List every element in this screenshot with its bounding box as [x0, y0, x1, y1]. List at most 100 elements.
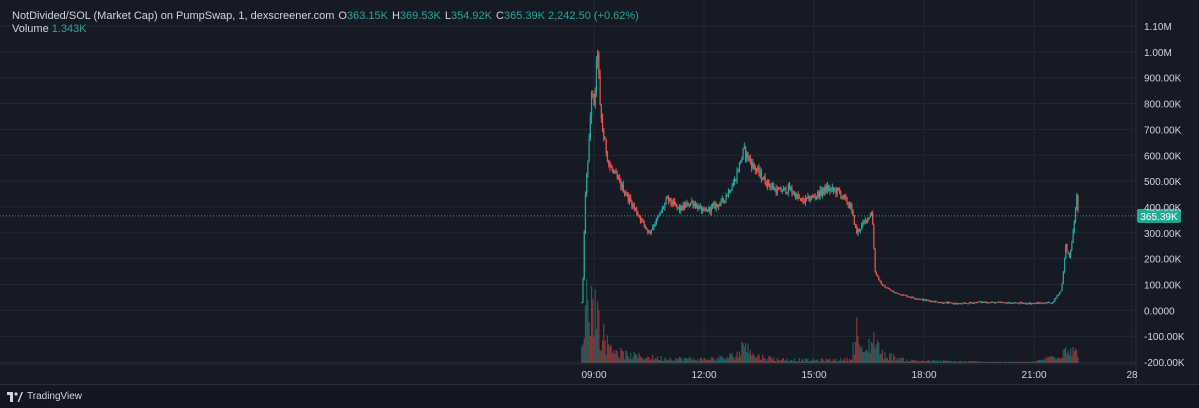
- volume-bar: [676, 359, 678, 363]
- volume-bar: [703, 358, 705, 363]
- volume-bar: [836, 361, 838, 363]
- candle-body: [687, 202, 689, 206]
- tradingview-logo-icon[interactable]: [7, 391, 23, 402]
- volume-bar: [945, 360, 947, 363]
- volume-bar: [746, 352, 748, 363]
- candle-body: [598, 53, 600, 75]
- candle-body: [797, 194, 799, 198]
- candle-body: [946, 302, 948, 304]
- last-price-line: 365.39K: [0, 208, 1181, 223]
- volume-bar: [625, 350, 627, 363]
- volume-bar: [700, 357, 703, 363]
- candle-body: [1050, 303, 1052, 305]
- candle-body: [714, 203, 716, 209]
- candle-body: [951, 302, 953, 304]
- candle-body: [930, 300, 932, 302]
- candle-body: [925, 299, 928, 301]
- volume-bar: [956, 361, 958, 363]
- volume-bar: [929, 361, 931, 363]
- volume-bar: [753, 355, 755, 363]
- candle-body: [830, 188, 832, 191]
- volume-bar: [806, 359, 808, 363]
- candle-body: [994, 302, 996, 304]
- candle-body: [967, 303, 969, 305]
- volume-bar: [744, 342, 747, 363]
- candle-body: [863, 221, 865, 223]
- time-axis[interactable]: 09:00 12:00 15:00 18:00 21:00 28: [581, 370, 1138, 381]
- volume-bar: [935, 361, 937, 363]
- candle-body: [656, 217, 659, 219]
- candle-body: [766, 180, 769, 186]
- volume-bar: [887, 359, 890, 363]
- candle-body: [620, 180, 622, 188]
- candle-body: [648, 231, 650, 233]
- volume-bar: [950, 360, 952, 363]
- volume-bar: [889, 352, 891, 363]
- y-tick-label: 700.00K: [1144, 125, 1182, 136]
- volume-bar: [731, 353, 733, 363]
- volume-bar: [892, 354, 895, 363]
- candle-body: [881, 283, 884, 286]
- candle-body: [880, 281, 882, 284]
- candle-body: [857, 229, 859, 234]
- candle-body: [875, 271, 877, 275]
- volume-bar: [911, 359, 913, 363]
- volume-bar: [846, 357, 848, 363]
- candle-body: [870, 212, 873, 216]
- volume-bar: [708, 359, 710, 363]
- price-axis[interactable]: 1.10M 1.00M 900.00K 800.00K 700.00K 600.00K 50…: [1144, 22, 1185, 369]
- candle-body: [872, 212, 874, 225]
- candle-body: [1039, 303, 1041, 304]
- candle-body: [614, 171, 616, 173]
- candle-body: [659, 212, 661, 216]
- volume-bar: [660, 355, 662, 363]
- volume-bar: [792, 361, 794, 363]
- candle-body: [770, 186, 772, 188]
- candle-body: [962, 302, 964, 304]
- volume-bar: [919, 361, 921, 363]
- volume-bar: [869, 353, 871, 363]
- candle-body: [747, 152, 749, 160]
- volume-bar: [758, 354, 760, 363]
- candle-body: [790, 188, 792, 190]
- candle-body: [641, 219, 643, 221]
- candle-body: [669, 198, 671, 201]
- candle-body: [984, 302, 986, 303]
- volume-bar: [796, 361, 798, 363]
- volume-bar: [963, 361, 965, 363]
- candle-body: [923, 299, 925, 301]
- candle-body: [938, 302, 940, 304]
- candle-body: [842, 194, 844, 198]
- volume-bar: [614, 353, 616, 363]
- candle-body: [836, 188, 838, 194]
- candle-body: [630, 197, 632, 202]
- candle-body: [795, 193, 797, 199]
- volume-bar: [1074, 348, 1077, 363]
- candle-body: [622, 184, 624, 193]
- candle-body: [732, 183, 734, 187]
- tradingview-footer[interactable]: TradingView: [0, 384, 1199, 408]
- candle-body: [1038, 302, 1040, 304]
- volume-bar: [720, 356, 722, 363]
- volume-bar: [847, 361, 849, 363]
- candle-body: [991, 302, 994, 303]
- volume-bar: [920, 360, 923, 363]
- candle-body: [885, 287, 887, 289]
- volume-bar: [968, 361, 970, 363]
- tradingview-brand[interactable]: TradingView: [27, 391, 83, 402]
- volume-bar: [850, 360, 852, 363]
- y-tick-label: 400.00K: [1144, 203, 1182, 214]
- volume-bar: [872, 343, 874, 363]
- candle-body: [1062, 271, 1064, 284]
- volume-bar: [793, 358, 796, 363]
- volume-bar: [900, 358, 902, 363]
- candle-body: [693, 203, 695, 206]
- volume-bar: [1012, 362, 1014, 363]
- volume-bar: [1066, 353, 1068, 363]
- volume-bar: [801, 359, 803, 363]
- y-tick-label: -100.00K: [1144, 332, 1185, 343]
- candle-body: [876, 274, 879, 277]
- volume-bar: [832, 358, 835, 363]
